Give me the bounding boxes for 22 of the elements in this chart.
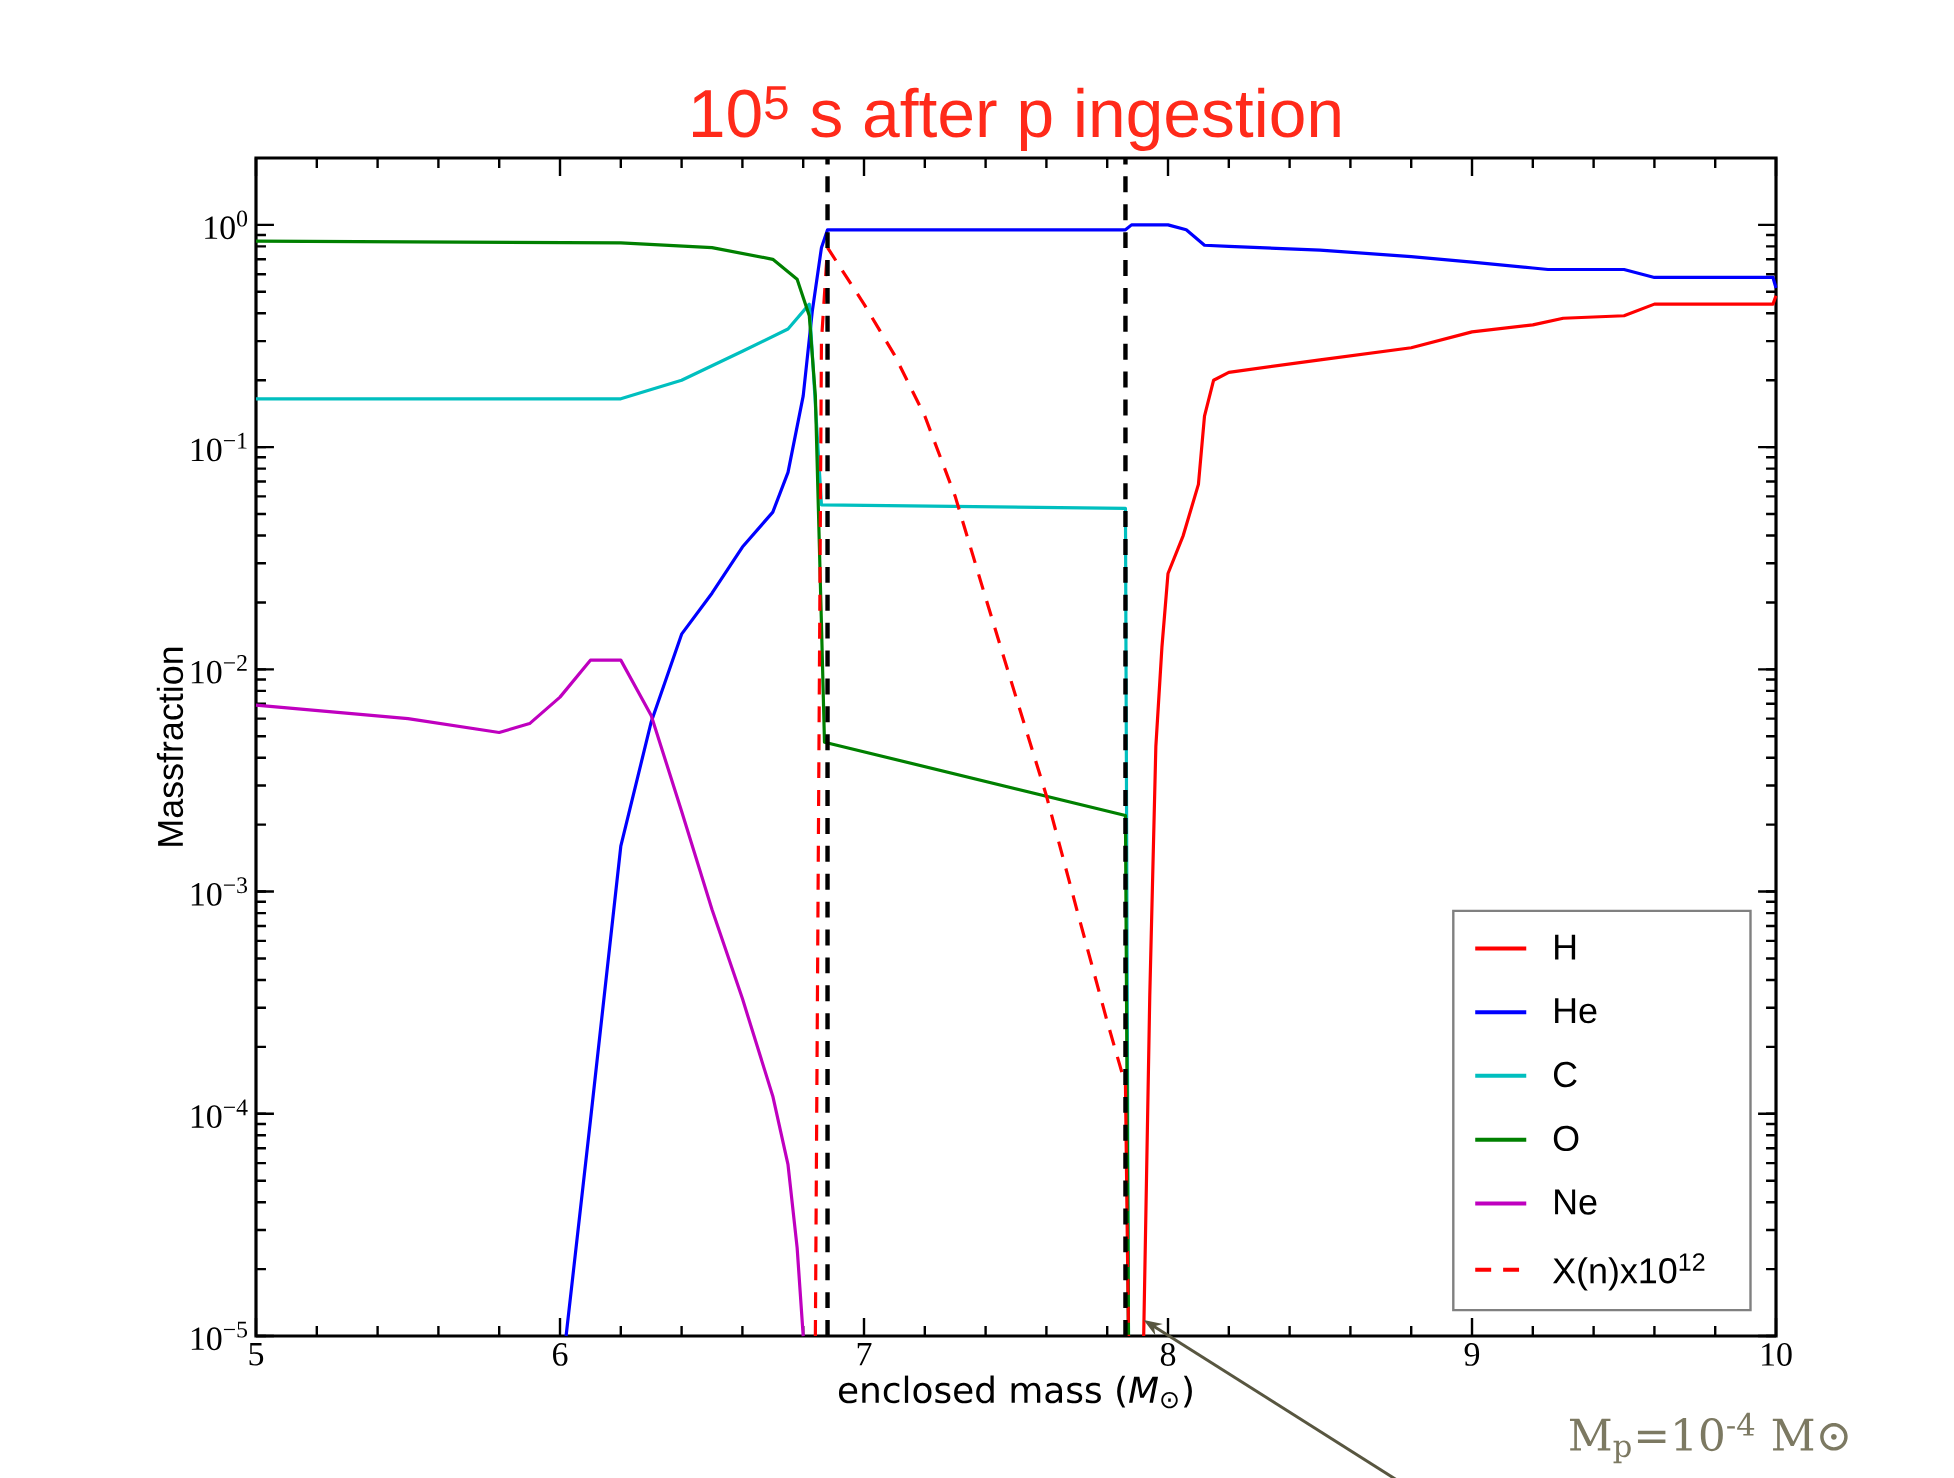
x-tick-label: 10: [1762, 1343, 1792, 1366]
y-axis-title: Massfraction: [156, 647, 184, 846]
legend-label: H: [1555, 934, 1576, 960]
x-tick-label: 6: [553, 1343, 568, 1366]
chart-title: 10$^{5}$ s after p ingestion: [693, 86, 1340, 151]
y-tick-label: 10$^{−1}$: [191, 432, 247, 462]
x-tick-label: 9: [1464, 1343, 1480, 1366]
x-tick-label: 5: [249, 1343, 264, 1366]
legend-label: Ne: [1555, 1189, 1597, 1215]
text: M$_{p}$=10$^{-4}$ M⊙: [1569, 1412, 1848, 1464]
y-tick-label: 10$^{−5}$: [191, 1321, 248, 1351]
legend-label: He: [1555, 998, 1597, 1024]
legend-label: C: [1553, 1061, 1577, 1088]
y-tick-label: 10$^{0}$: [205, 210, 248, 240]
x-tick-label: 8: [1160, 1343, 1176, 1366]
legend-label: X(n)x10$^{12}$: [1552, 1253, 1705, 1291]
y-tick-label: 10$^{−3}$: [191, 877, 248, 906]
legend-label: O: [1553, 1125, 1579, 1152]
x-tick-label: 7: [857, 1343, 872, 1366]
x-axis-title: enclosed mass (M$_{⊙}$): [838, 1375, 1192, 1409]
y-tick-label: 10$^{−4}$: [191, 1099, 248, 1129]
y-tick-label: 10$^{−2}$: [191, 655, 247, 684]
